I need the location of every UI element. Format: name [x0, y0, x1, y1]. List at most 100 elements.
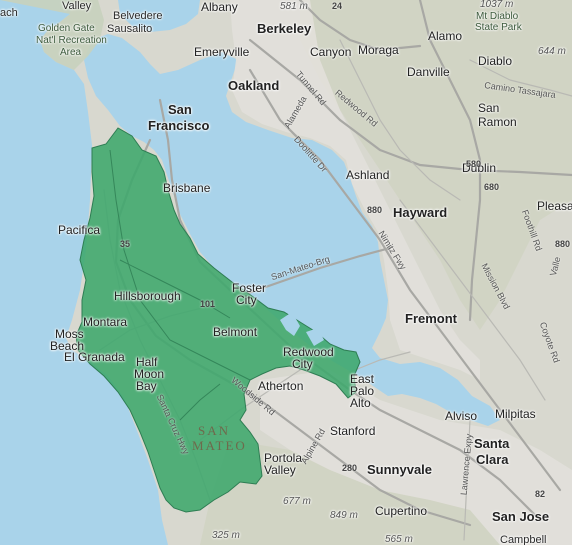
city-label-portola-valley-line1: Portola	[264, 451, 303, 465]
highway-shield-35-5: 35	[120, 239, 131, 249]
city-label-redwood-city-line1: Redwood	[283, 345, 334, 359]
city-label-emeryville: Emeryville	[194, 45, 250, 59]
city-label-san-ramon-line2: Ramon	[478, 115, 517, 129]
city-label-pacifica: Pacifica	[58, 223, 101, 237]
city-label-foster-city-line1: Foster	[232, 281, 267, 295]
highway-shield-880-2: 880	[555, 239, 571, 249]
city-label-moraga: Moraga	[358, 43, 399, 57]
elevation-label-677-m: 677 m	[283, 496, 311, 507]
city-label-belmont: Belmont	[213, 325, 258, 339]
park-label-mt-diablo-state-park-line1: Mt Diablo	[476, 11, 519, 22]
city-label-san-francisco-line1: San	[168, 102, 192, 117]
park-label-mt-diablo-state-park-line2: State Park	[475, 22, 522, 33]
highway-shield-580-4: 580	[466, 159, 482, 169]
park-label-golden-gate-national-recreation-area-line1: Golden Gate	[38, 23, 95, 34]
city-label-valley: Valley	[62, 0, 92, 12]
mission-blvd	[399, 199, 546, 401]
elevation-label-1037-m: 1037 m	[480, 0, 514, 10]
highway-880	[248, 68, 562, 492]
city-label-redwood-city-line2: City	[292, 357, 313, 371]
city-label-atherton: Atherton	[258, 379, 304, 393]
san-mateo-bridge	[238, 246, 392, 298]
elevation-label-644-m: 644 m	[538, 46, 566, 57]
district-inner-line	[119, 259, 231, 319]
highway-24	[298, 0, 422, 52]
city-label-stanford: Stanford	[330, 424, 376, 438]
north-bay-water	[118, 0, 200, 32]
highway-shield-280-7: 280	[342, 463, 358, 473]
city-label-east-palo-alto-line3: Alto	[350, 396, 371, 410]
pacific-ocean	[0, 0, 168, 545]
city-label-cupertino: Cupertino	[375, 504, 428, 518]
city-label-santa-clara-line2: Clara	[476, 452, 509, 467]
elevation-label-849-m: 849 m	[330, 510, 358, 521]
city-label-hillsborough: Hillsborough	[114, 289, 181, 303]
city-label-fremont: Fremont	[405, 311, 457, 326]
east-bay-arterial	[339, 39, 461, 201]
city-label-berkeley: Berkeley	[257, 21, 312, 36]
redwood-slough	[306, 328, 324, 346]
city-label-half-moon-bay-line3: Bay	[136, 379, 157, 393]
city-label-oakland: Oakland	[228, 78, 280, 93]
city-label-half-moon-bay-line1: Half	[136, 355, 158, 369]
city-label-milpitas: Milpitas	[495, 407, 536, 421]
city-label-east-palo-alto-line2: Palo	[350, 384, 375, 398]
city-label-campbell: Campbell	[500, 534, 547, 545]
city-label-diablo: Diablo	[478, 54, 513, 68]
city-label-san-jose: San Jose	[492, 509, 550, 524]
district-inner-line	[109, 149, 251, 381]
elevation-label-325-m: 325 m	[212, 530, 240, 541]
city-label-moss-beach-line2: Beach	[50, 339, 85, 353]
east-bay-hills	[300, 0, 572, 330]
district-area	[75, 127, 361, 513]
city-label-ach: ach	[0, 7, 18, 19]
south-bay-urban	[260, 370, 572, 545]
city-label-east-palo-alto-line1: East	[350, 372, 375, 386]
sf-bay	[84, 34, 500, 426]
city-label-alamo: Alamo	[428, 29, 463, 43]
city-label-santa-clara-line1: Santa	[474, 436, 510, 451]
city-label-san-ramon-line1: San	[478, 101, 500, 115]
city-label-danville: Danville	[407, 65, 450, 79]
lawrence-expy	[463, 419, 471, 541]
district-inner-lines	[109, 149, 251, 421]
redwood-slough	[280, 312, 300, 336]
camino-tassajara	[469, 59, 572, 97]
highway-shield-82-8: 82	[535, 489, 546, 499]
highway-shield-101-6: 101	[200, 299, 216, 309]
district-label-line1: SAN	[198, 423, 231, 438]
city-label-el-granada: El Granada	[64, 350, 125, 364]
city-label-dublin: Dublin	[462, 161, 497, 175]
highway-shield-680-3: 680	[484, 182, 500, 192]
city-label-brisbane: Brisbane	[163, 181, 211, 195]
city-label-half-moon-bay-line2: Moon	[134, 367, 165, 381]
district-inner-line	[179, 383, 221, 421]
city-label-moss-beach-line1: Moss	[55, 327, 84, 341]
highway-shield-24-0: 24	[332, 1, 343, 11]
elevation-label-581-m: 581 m	[280, 1, 308, 12]
city-label-albany: Albany	[201, 0, 238, 14]
city-label-foster-city-line2: City	[236, 293, 257, 307]
highway-680	[418, 0, 482, 322]
city-label-montara: Montara	[83, 315, 128, 329]
city-label-portola-valley-line2: Valley	[264, 463, 296, 477]
highway-shield-880-1: 880	[367, 205, 383, 215]
city-label-belvedere: Belvedere	[113, 10, 163, 22]
park-label-golden-gate-national-recreation-area-line3: Area	[60, 47, 82, 58]
city-label-pleasa: Pleasa	[537, 199, 572, 213]
city-label-hayward: Hayward	[393, 205, 448, 220]
park-label-golden-gate-national-recreation-area-line2: Nat'l Recreation	[36, 35, 107, 46]
marin-hills	[0, 0, 104, 70]
city-label-alviso: Alviso	[445, 409, 478, 423]
city-label-san-francisco-line2: Francisco	[148, 118, 210, 133]
city-label-sunnyvale: Sunnyvale	[367, 462, 433, 477]
east-bay-urban	[230, 0, 480, 380]
city-label-sausalito: Sausalito	[107, 23, 153, 35]
district-label-line2: MATEO	[192, 438, 247, 453]
city-label-ashland: Ashland	[346, 168, 390, 182]
elevation-label-565-m: 565 m	[385, 534, 413, 545]
highway-580	[248, 38, 572, 177]
dumbarton-road	[349, 351, 411, 373]
